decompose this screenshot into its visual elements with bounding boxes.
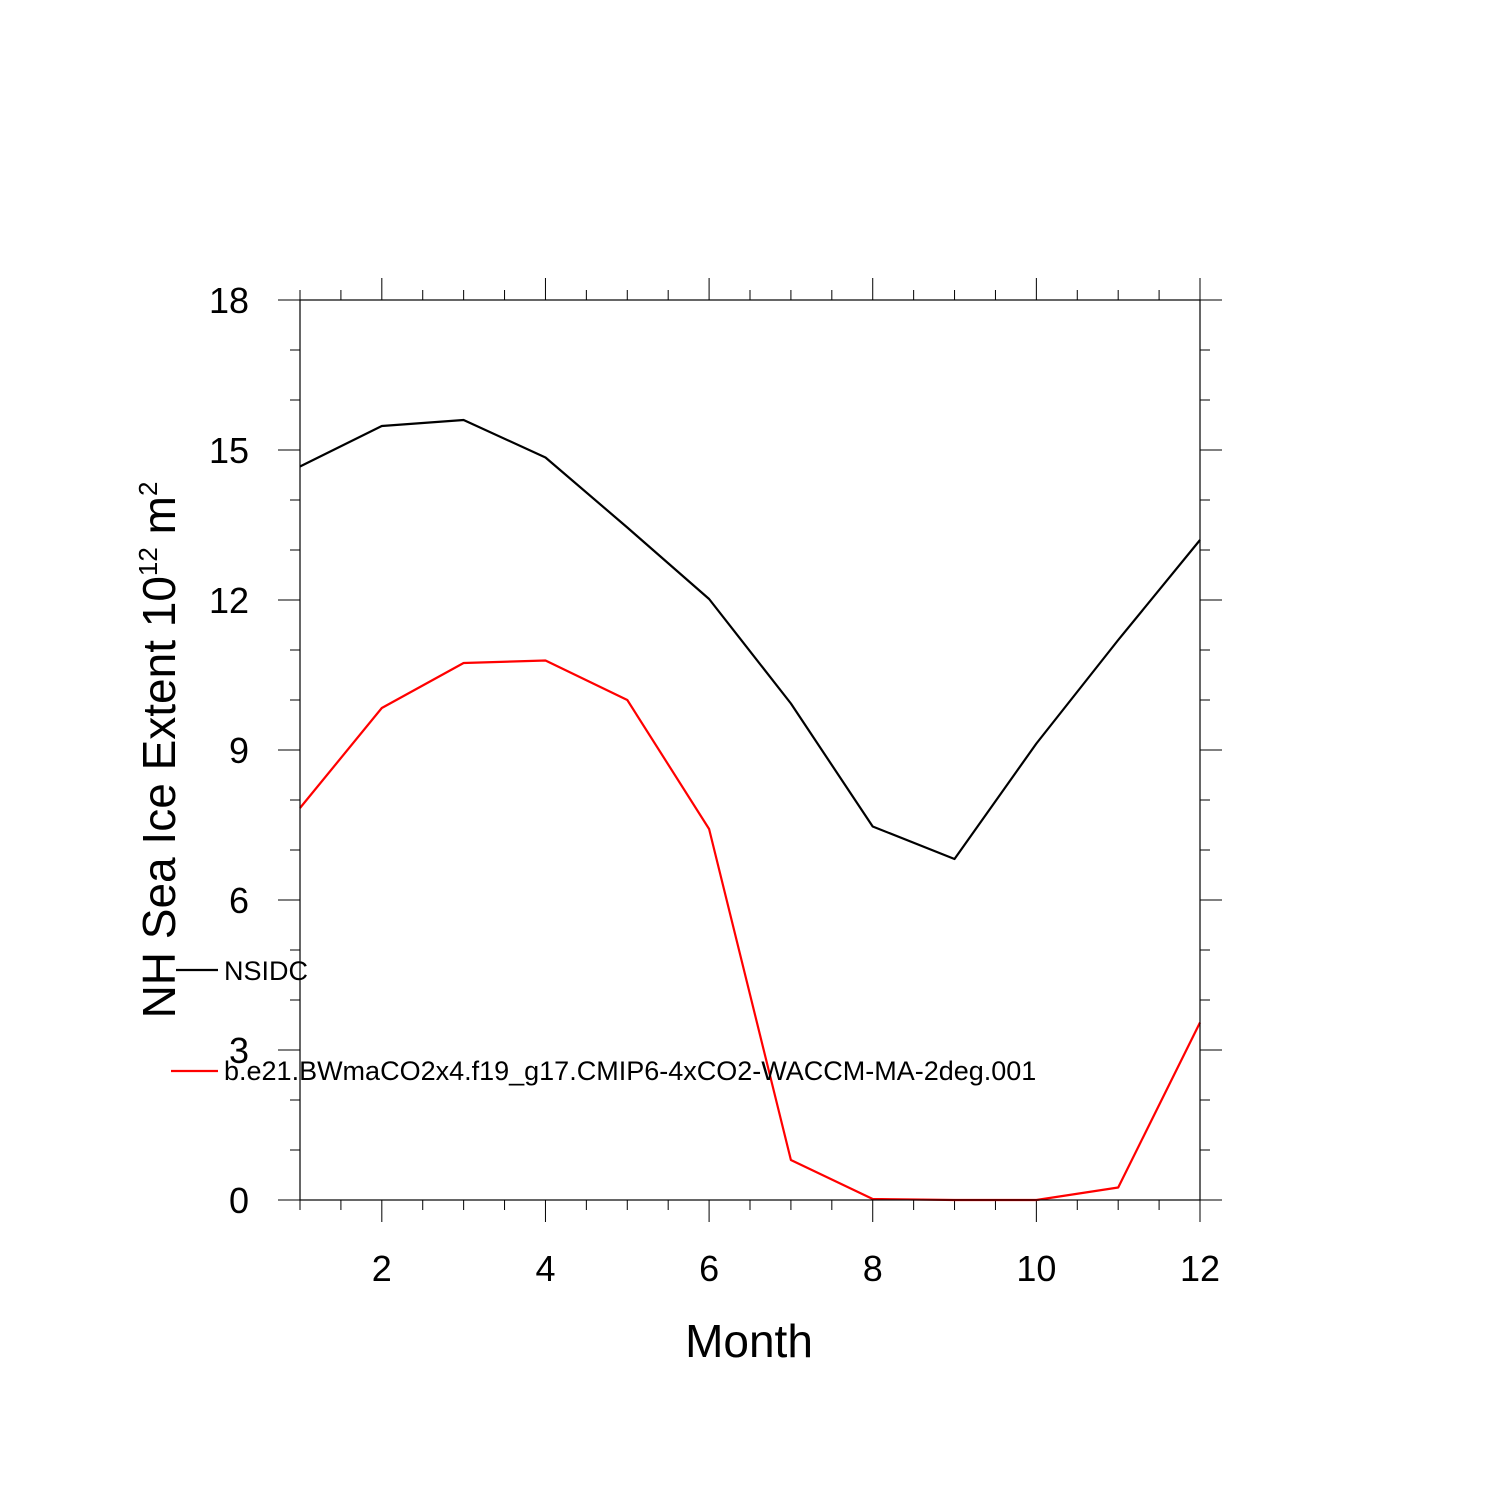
x-tick-label: 4	[535, 1248, 555, 1289]
y-tick-label: 18	[209, 280, 249, 321]
y-axis-title-exponent: 12	[133, 547, 163, 576]
series-lines	[299, 418, 1201, 1202]
x-tick-label: 10	[1016, 1248, 1056, 1289]
y-tick-label: 12	[209, 580, 249, 621]
x-tick-label: 8	[863, 1248, 883, 1289]
legend-label-nsidc: NSIDC	[224, 956, 308, 986]
x-tick-labels: 2 4 6 8 10 12	[372, 1248, 1220, 1289]
plot-frame	[299, 299, 1201, 1201]
x-tick-label: 6	[699, 1248, 719, 1289]
y-axis-title-prefix: NH Sea Ice Extent 10	[133, 576, 185, 1018]
x-tick-label: 2	[372, 1248, 392, 1289]
series-line-nsidc	[299, 418, 1201, 861]
y-tick-label: 0	[229, 1180, 249, 1221]
series-line-waccm	[299, 659, 1201, 1202]
y-tick-label: 15	[209, 430, 249, 471]
y-tick-label: 6	[229, 880, 249, 921]
y-axis-title: NH Sea Ice Extent 1012 m2	[133, 482, 185, 1019]
axis-ticks	[278, 278, 1222, 1222]
x-tick-label: 12	[1180, 1248, 1220, 1289]
y-axis-title-unit: m	[133, 496, 185, 547]
x-axis-title: Month	[685, 1315, 813, 1367]
y-axis-title-unit-exponent: 2	[133, 482, 163, 496]
legend-label-waccm: b.e21.BWmaCO2x4.f19_g17.CMIP6-4xCO2-WACC…	[224, 1056, 1036, 1086]
y-tick-labels: 0 3 6 9 12 15 18	[209, 280, 249, 1221]
y-tick-label: 3	[229, 1030, 249, 1071]
y-tick-label: 9	[229, 730, 249, 771]
legend: NSIDC b.e21.BWmaCO2x4.f19_g17.CMIP6-4xCO…	[171, 956, 1036, 1086]
